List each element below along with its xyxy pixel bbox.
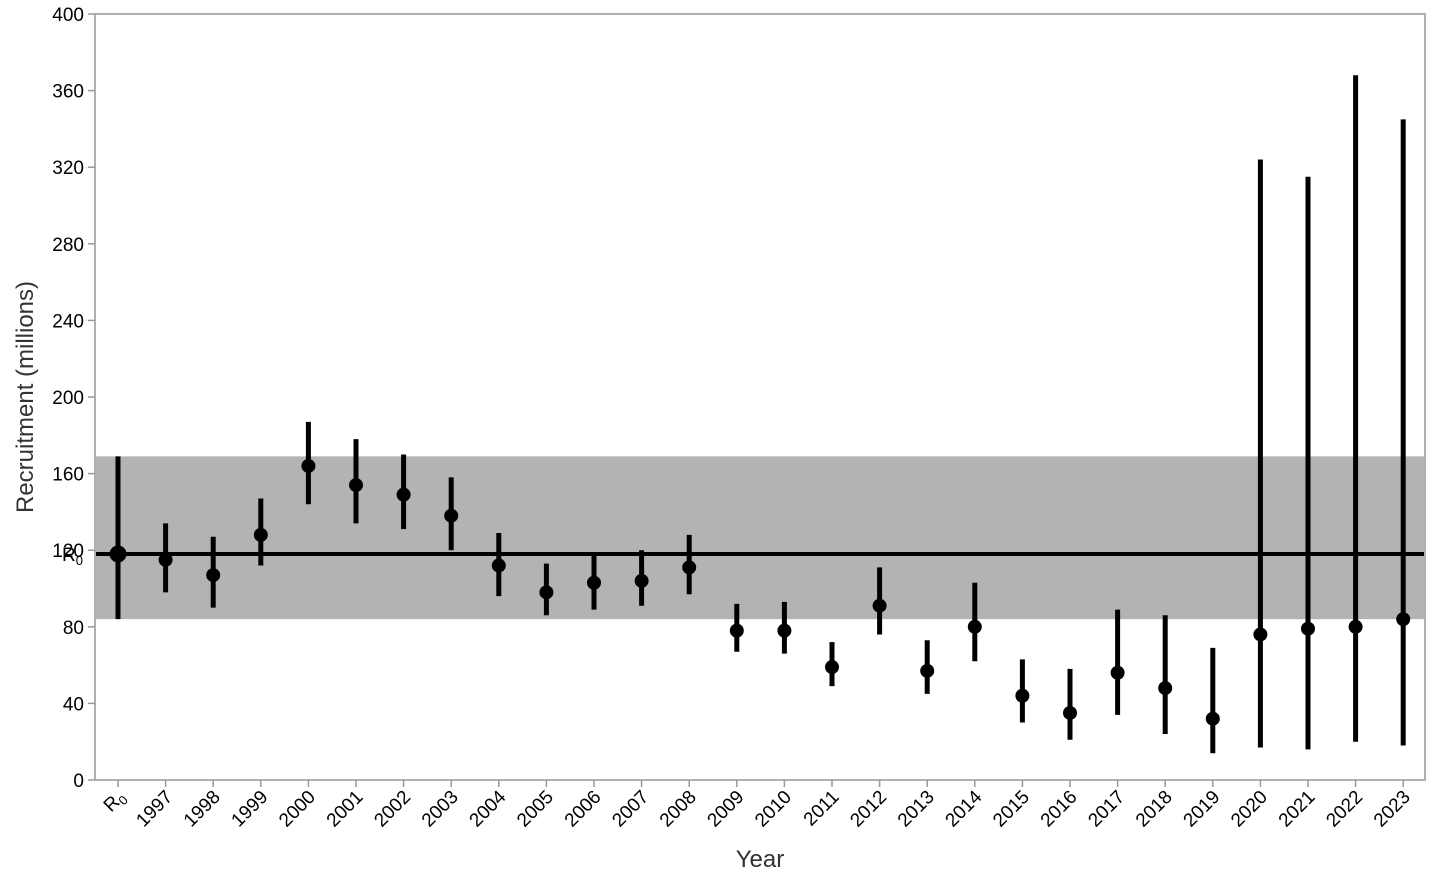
x-tick-label: 2005 bbox=[513, 787, 558, 832]
data-point bbox=[158, 552, 173, 567]
x-tick-label: 2000 bbox=[275, 787, 320, 832]
data-point bbox=[1158, 681, 1173, 696]
x-tick-label: 1998 bbox=[180, 787, 225, 832]
data-point bbox=[634, 573, 649, 588]
x-tick-label: 2021 bbox=[1275, 787, 1320, 832]
data-point bbox=[920, 663, 935, 678]
x-tick-label: 2019 bbox=[1180, 787, 1225, 832]
x-tick-label: 2012 bbox=[846, 787, 891, 832]
y-tick-label: 40 bbox=[63, 694, 84, 715]
x-tick-label: 2020 bbox=[1227, 787, 1272, 832]
data-point bbox=[587, 575, 601, 590]
y-tick-label: 320 bbox=[52, 158, 84, 179]
data-point bbox=[967, 619, 982, 634]
y-tick-label: 120 bbox=[52, 541, 84, 562]
plot-frame-layer bbox=[94, 13, 1426, 781]
x-tick-label: 2001 bbox=[323, 787, 368, 832]
reference-line-label: R0 bbox=[62, 545, 83, 568]
x-tick-label: 2007 bbox=[608, 787, 653, 832]
x-tick-label: 1999 bbox=[228, 787, 273, 832]
x-tick-label: 2022 bbox=[1322, 787, 1367, 832]
data-point bbox=[539, 585, 554, 600]
data-point bbox=[491, 558, 506, 573]
data-point bbox=[1015, 688, 1030, 703]
x-tick-label: 2014 bbox=[942, 786, 987, 831]
x-tick-label: 2009 bbox=[704, 787, 749, 832]
x-tick-label: 1997 bbox=[132, 787, 177, 832]
x-tick-label: 2008 bbox=[656, 787, 701, 832]
reference-band-layer bbox=[95, 456, 1425, 620]
data-point bbox=[349, 478, 363, 493]
y-tick-label: 200 bbox=[52, 388, 84, 409]
data-point bbox=[396, 487, 411, 502]
data-point bbox=[253, 527, 268, 542]
x-tick-label: 2018 bbox=[1132, 787, 1177, 832]
data-point bbox=[1063, 705, 1077, 720]
x-tick-label: 2006 bbox=[561, 787, 606, 832]
data-point bbox=[1301, 621, 1315, 636]
data-point bbox=[444, 508, 459, 523]
data-point bbox=[301, 458, 316, 473]
data-marks-layer bbox=[109, 75, 1411, 754]
y-axis-title: Recruitment (millions) bbox=[12, 281, 39, 513]
y-tick-label: 240 bbox=[52, 311, 84, 332]
data-point bbox=[729, 623, 744, 638]
reference-band bbox=[95, 456, 1425, 620]
x-tick-label: 2011 bbox=[800, 787, 844, 831]
data-point bbox=[682, 560, 697, 575]
x-tick-label: 2002 bbox=[370, 787, 415, 832]
data-point bbox=[1110, 665, 1125, 680]
data-point bbox=[1205, 711, 1220, 726]
x-tick-label: R0 bbox=[100, 787, 131, 818]
data-point bbox=[825, 660, 839, 675]
data-point bbox=[109, 545, 127, 563]
data-point bbox=[1396, 612, 1411, 627]
data-point bbox=[1348, 619, 1363, 634]
x-axis-title: Year bbox=[736, 846, 785, 873]
x-tick-label: 2017 bbox=[1084, 787, 1129, 832]
x-tick-label: 2023 bbox=[1370, 787, 1415, 832]
y-tick-label: 280 bbox=[52, 235, 84, 256]
x-tick-label: 2010 bbox=[751, 787, 796, 832]
y-tick-label: 160 bbox=[52, 465, 84, 486]
x-tick-label: 2013 bbox=[894, 787, 939, 832]
x-tick-label: 2016 bbox=[1037, 787, 1082, 832]
x-tick-label: 2004 bbox=[466, 786, 511, 831]
x-tick-label: 2015 bbox=[989, 787, 1034, 832]
y-tick-label: 80 bbox=[63, 618, 84, 639]
y-tick-label: 400 bbox=[52, 5, 84, 26]
plot-frame bbox=[94, 13, 1426, 781]
data-point bbox=[1253, 627, 1268, 642]
x-tick-label: 2003 bbox=[418, 787, 463, 832]
data-point bbox=[777, 623, 792, 638]
data-point bbox=[206, 568, 221, 583]
data-point bbox=[872, 598, 887, 613]
y-tick-label: 0 bbox=[73, 771, 84, 792]
y-tick-label: 360 bbox=[52, 82, 84, 103]
